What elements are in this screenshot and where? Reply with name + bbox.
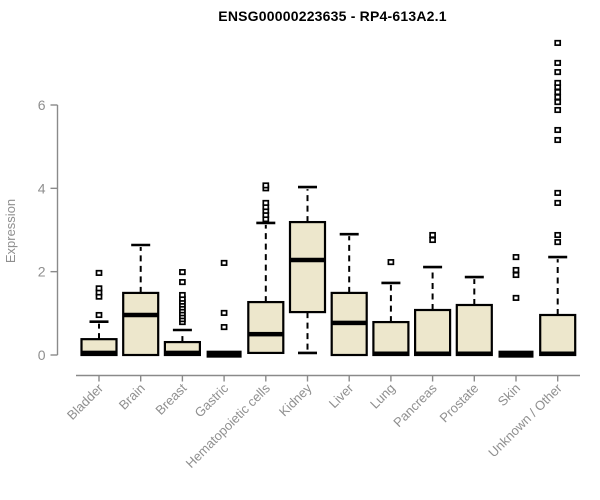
box	[122, 291, 160, 357]
y-tick-label: 6	[38, 97, 46, 113]
boxplot-lung	[372, 259, 410, 357]
boxplot-liver	[330, 232, 368, 357]
y-axis-title: Expression	[3, 199, 18, 263]
boxplot-unknown-other	[539, 39, 577, 357]
box	[288, 220, 327, 314]
outlier-point	[554, 69, 562, 76]
median-line	[164, 350, 200, 356]
boxplot-hematopoietic-cells	[247, 182, 285, 355]
outlier-point	[95, 269, 103, 276]
outlier-point	[554, 99, 562, 106]
outlier-point	[554, 79, 562, 86]
box	[372, 320, 410, 357]
x-category-label: Breast	[152, 380, 189, 417]
boxplot-bladder	[80, 269, 118, 357]
boxplot-brain	[122, 243, 160, 357]
outlier-point	[554, 39, 562, 46]
outlier-point	[220, 324, 228, 331]
median-line	[415, 351, 451, 356]
y-tick-label: 4	[38, 180, 46, 196]
outlier-point	[179, 269, 186, 276]
outlier-point	[220, 309, 228, 316]
outlier-point	[554, 89, 562, 96]
outlier-point	[179, 279, 186, 286]
y-tick-label: 0	[38, 347, 46, 363]
median-line	[373, 351, 409, 356]
x-category-label: Lung	[367, 381, 398, 412]
y-tick-label: 2	[38, 264, 46, 280]
boxplot-pancreas	[414, 231, 452, 357]
boxplot-gastric	[206, 259, 242, 358]
outlier-point	[262, 199, 270, 206]
median-line	[123, 312, 159, 318]
outlier-point	[512, 254, 520, 261]
x-category-label: Bladder	[64, 380, 107, 423]
box	[247, 300, 285, 355]
boxplot-kidney	[288, 185, 327, 355]
median-line	[540, 351, 576, 356]
outlier-point	[512, 294, 520, 301]
outlier-point	[387, 259, 395, 266]
median-line	[290, 257, 325, 263]
median-line	[81, 350, 117, 356]
boxplot-prostate	[455, 275, 493, 357]
outlier-point	[429, 236, 436, 244]
outlier-point	[554, 106, 562, 114]
outlier-point	[429, 231, 436, 239]
box	[455, 303, 493, 357]
outlier-point	[512, 266, 520, 274]
median-line	[248, 331, 284, 337]
x-category-label: Liver	[326, 380, 357, 411]
collapsed-box	[206, 350, 242, 358]
x-category-label: Gastric	[192, 380, 232, 420]
collapsed-box	[498, 350, 534, 358]
box	[539, 313, 577, 357]
median-line	[331, 320, 367, 326]
outlier-point	[220, 259, 228, 266]
x-category-label: Prostate	[437, 381, 482, 426]
outlier-point	[554, 189, 562, 196]
boxplot-skin	[498, 254, 534, 358]
median-line	[456, 351, 492, 356]
outlier-point	[554, 94, 562, 101]
box	[414, 308, 452, 357]
outlier-point	[554, 59, 562, 66]
boxplot-breast	[163, 269, 201, 357]
outlier-point	[95, 285, 103, 292]
x-category-label: Brain	[116, 381, 148, 413]
outlier-point	[179, 291, 186, 299]
outlier-point	[554, 199, 562, 206]
outlier-point	[554, 239, 562, 246]
x-category-label: Skin	[495, 381, 523, 409]
x-category-label: Pancreas	[390, 380, 440, 430]
outlier-point	[554, 136, 562, 144]
x-category-label: Kidney	[276, 380, 315, 419]
outlier-point	[95, 311, 103, 319]
outlier-point	[512, 271, 520, 279]
chart-title: ENSG00000223635 - RP4-613A2.1	[218, 8, 447, 24]
outlier-point	[554, 126, 562, 134]
outlier-point	[554, 231, 562, 239]
outlier-point	[262, 182, 270, 189]
x-category-label: Unknown / Other	[485, 380, 565, 460]
